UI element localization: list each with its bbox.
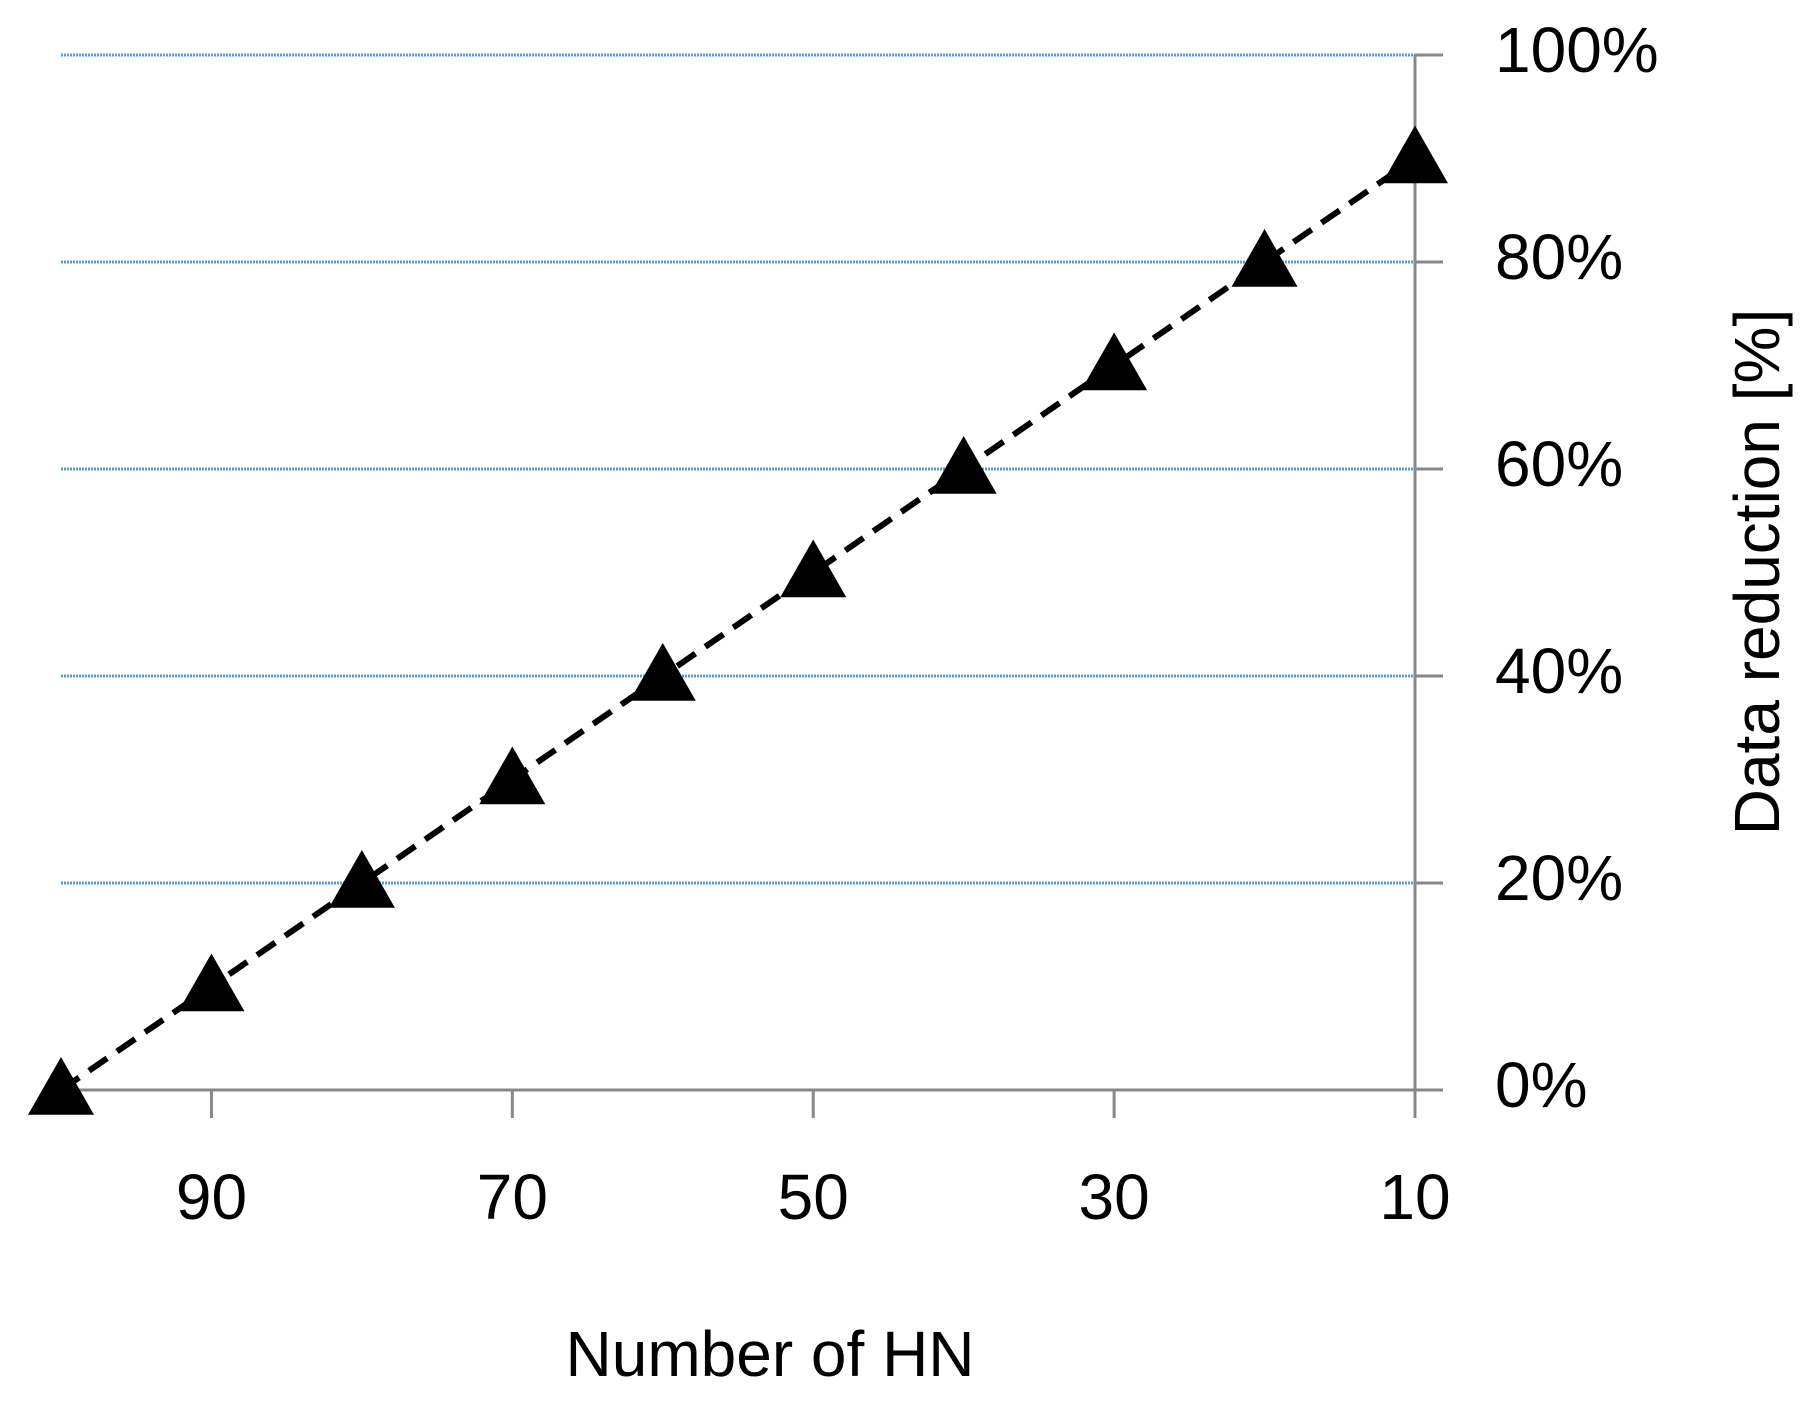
y-axis-title: Data reduction [%] bbox=[1721, 309, 1793, 836]
x-tick-label: 50 bbox=[778, 1161, 849, 1233]
marker bbox=[328, 850, 395, 908]
marker bbox=[629, 643, 696, 701]
y-tick-label: 60% bbox=[1495, 428, 1623, 500]
x-tick-label: 90 bbox=[176, 1161, 247, 1233]
data-line bbox=[59, 156, 1417, 1093]
x-axis-title: Number of HN bbox=[566, 1318, 975, 1390]
y-tick-label: 40% bbox=[1495, 635, 1623, 707]
marker bbox=[178, 953, 245, 1012]
y-tick-label: 100% bbox=[1495, 14, 1659, 86]
marker bbox=[1231, 229, 1298, 287]
y-tick-label: 80% bbox=[1495, 221, 1623, 293]
x-tick-label: 30 bbox=[1079, 1161, 1150, 1233]
marker bbox=[479, 746, 546, 805]
marker bbox=[1382, 125, 1448, 184]
x-tick-label: 70 bbox=[477, 1161, 548, 1233]
x-tick-label: 10 bbox=[1379, 1161, 1450, 1233]
marker bbox=[780, 539, 847, 598]
marker bbox=[28, 1057, 94, 1115]
marker bbox=[1081, 332, 1148, 391]
marker bbox=[930, 436, 997, 494]
y-tick-label: 20% bbox=[1495, 842, 1623, 914]
y-tick-label: 0% bbox=[1495, 1049, 1588, 1121]
